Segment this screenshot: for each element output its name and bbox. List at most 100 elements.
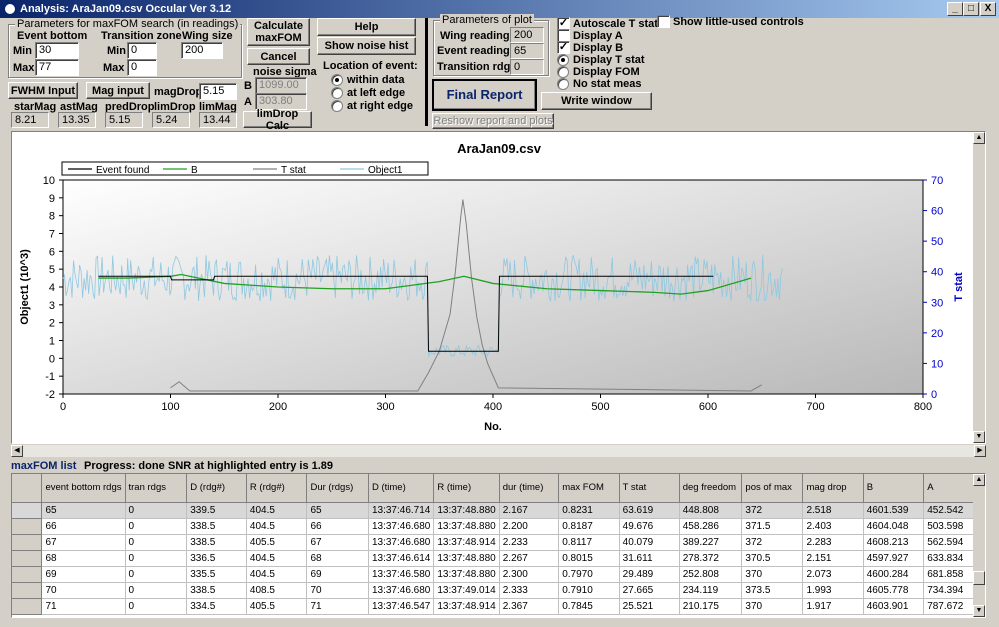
column-header[interactable]: pos of max xyxy=(741,474,804,503)
table-cell: 404.5 xyxy=(246,550,308,567)
location-right-radio[interactable] xyxy=(331,100,343,112)
row-selector[interactable] xyxy=(12,534,43,551)
column-header[interactable]: max FOM xyxy=(558,474,620,503)
column-header[interactable]: B xyxy=(863,474,925,503)
table-cell: 2.200 xyxy=(499,518,560,535)
table-cell: 2.283 xyxy=(802,534,864,551)
table-row[interactable]: 66 0 338.5 404.5 66 13:37:46.680 13:37:48.880 2… xyxy=(12,518,985,535)
table-scroll-down-icon[interactable]: ▼ xyxy=(973,605,985,617)
cancel-button[interactable]: Cancel xyxy=(247,48,310,65)
maximize-button[interactable]: □ xyxy=(963,2,979,16)
display-b-label: Display B xyxy=(573,42,624,54)
table-cell: 27.665 xyxy=(619,582,680,599)
row-selector[interactable] xyxy=(12,598,43,615)
scroll-left-icon[interactable]: ◀ xyxy=(11,445,23,457)
column-header[interactable]: tran rdgs xyxy=(125,474,188,503)
table-scroll-up-icon[interactable]: ▲ xyxy=(973,474,985,486)
scroll-right-icon[interactable]: ▶ xyxy=(974,445,986,457)
table-cell: 65 xyxy=(306,502,369,519)
limdrop-calc-button[interactable]: limDrop Calc xyxy=(243,108,312,132)
chart-hscroll[interactable]: ◀ ▶ xyxy=(11,445,986,457)
maxfom-table[interactable]: event bottom rdgs tran rdgs D (rdg#) R (rdg… xyxy=(11,473,986,618)
app-icon xyxy=(3,2,17,16)
table-scroll-thumb[interactable] xyxy=(973,571,985,585)
table-row[interactable]: 69 0 335.5 404.5 69 13:37:46.580 13:37:48.880 2… xyxy=(12,566,985,583)
table-cell: 0 xyxy=(125,582,188,599)
y2-tick-label: 20 xyxy=(931,328,943,340)
scroll-up-icon[interactable]: ▲ xyxy=(973,132,985,144)
table-cell: 0.8015 xyxy=(558,550,620,567)
show-noise-hist-button[interactable]: Show noise hist xyxy=(317,37,416,55)
location-title: Location of event: xyxy=(323,60,418,72)
column-header[interactable]: dur (time) xyxy=(499,474,560,503)
calculate-maxfom-button[interactable]: Calculate maxFOM xyxy=(247,18,310,46)
trans-max-input[interactable]: 0 xyxy=(127,59,157,76)
location-within-radio[interactable] xyxy=(331,74,343,86)
table-cell: 338.5 xyxy=(186,582,247,599)
column-header[interactable]: mag drop xyxy=(802,474,864,503)
no-stat-meas-radio[interactable] xyxy=(557,78,569,90)
preddrop-value: 5.15 xyxy=(105,112,143,128)
table-cell: 4608.213 xyxy=(863,534,925,551)
y-tick-label: 4 xyxy=(49,282,55,294)
fwhm-input-button[interactable]: FWHM Input xyxy=(8,82,78,99)
magdrop-input[interactable]: 5.15 xyxy=(199,83,237,100)
table-vscroll[interactable]: ▲ ▼ xyxy=(973,474,985,617)
y-tick-label: 3 xyxy=(49,300,55,312)
transition-rdgs-value: 0 xyxy=(510,59,544,75)
event-min-input[interactable]: 30 xyxy=(35,42,79,59)
x-tick-label: 200 xyxy=(269,401,287,413)
chart-vscroll[interactable]: ▲ ▼ xyxy=(973,132,985,443)
table-cell: 13:37:46.680 xyxy=(368,582,435,599)
mag-input-button[interactable]: Mag input xyxy=(86,82,150,99)
minimize-button[interactable]: _ xyxy=(947,2,963,16)
column-header[interactable]: T stat xyxy=(619,474,680,503)
column-header[interactable]: D (rdg#) xyxy=(186,474,247,503)
column-header[interactable]: event bottom rdgs xyxy=(41,474,126,503)
table-row[interactable]: 65 0 339.5 404.5 65 13:37:46.714 13:37:48.880 2… xyxy=(12,502,985,519)
y-tick-label: 8 xyxy=(49,211,55,223)
limmag-value: 13.44 xyxy=(199,112,237,128)
table-row[interactable]: 71 0 334.5 405.5 71 13:37:46.547 13:37:48.914 2… xyxy=(12,598,985,615)
table-cell: 2.518 xyxy=(802,502,864,519)
row-selector[interactable] xyxy=(12,518,43,535)
row-selector[interactable] xyxy=(12,550,43,567)
final-report-button[interactable]: Final Report xyxy=(432,79,537,111)
header-corner xyxy=(12,474,43,503)
display-b-checkbox[interactable]: ✓ xyxy=(557,41,570,54)
table-row[interactable]: 70 0 338.5 408.5 70 13:37:46.680 13:37:49.014 2… xyxy=(12,582,985,599)
trans-min-input[interactable]: 0 xyxy=(127,42,157,59)
wing-size-input[interactable]: 200 xyxy=(181,42,223,59)
table-cell: 13:37:48.914 xyxy=(433,598,500,615)
close-button[interactable]: X xyxy=(980,2,996,16)
event-max-input[interactable]: 77 xyxy=(35,59,79,76)
autoscale-label: Autoscale T stat xyxy=(573,18,658,30)
row-selector[interactable] xyxy=(12,502,43,519)
scroll-down-icon[interactable]: ▼ xyxy=(973,431,985,443)
legend-label: Object1 xyxy=(368,165,403,176)
row-selector[interactable] xyxy=(12,566,43,583)
table-cell: 372 xyxy=(741,534,804,551)
show-little-used-checkbox[interactable] xyxy=(657,15,670,28)
display-fom-radio[interactable] xyxy=(557,66,569,78)
column-header[interactable]: deg freedom xyxy=(679,474,743,503)
column-header[interactable]: R (time) xyxy=(433,474,500,503)
snr-status: SNR at highlighted entry is 1.89 xyxy=(168,460,334,472)
column-header[interactable]: Dur (rdgs) xyxy=(306,474,369,503)
starmag-value: 8.21 xyxy=(11,112,49,128)
row-selector[interactable] xyxy=(12,582,43,599)
table-row[interactable]: 67 0 338.5 405.5 67 13:37:46.680 13:37:48.914 2… xyxy=(12,534,985,551)
help-button[interactable]: Help xyxy=(317,18,416,36)
table-cell: 31.611 xyxy=(619,550,680,567)
column-header[interactable]: D (time) xyxy=(368,474,435,503)
location-left-radio[interactable] xyxy=(331,87,343,99)
reshow-report-button: Reshow report and plots xyxy=(432,113,554,129)
table-row[interactable]: 68 0 336.5 404.5 68 13:37:46.614 13:37:48.880 2… xyxy=(12,550,985,567)
noise-sigma-title: noise sigma xyxy=(253,66,317,78)
table-cell: 0.7845 xyxy=(558,598,620,615)
table-cell: 1.917 xyxy=(802,598,864,615)
display-tstat-radio[interactable] xyxy=(557,54,569,66)
maxfom-grid: event bottom rdgs tran rdgs D (rdg#) R (rdg… xyxy=(12,474,985,615)
write-window-button[interactable]: Write window xyxy=(541,92,652,110)
column-header[interactable]: R (rdg#) xyxy=(246,474,308,503)
